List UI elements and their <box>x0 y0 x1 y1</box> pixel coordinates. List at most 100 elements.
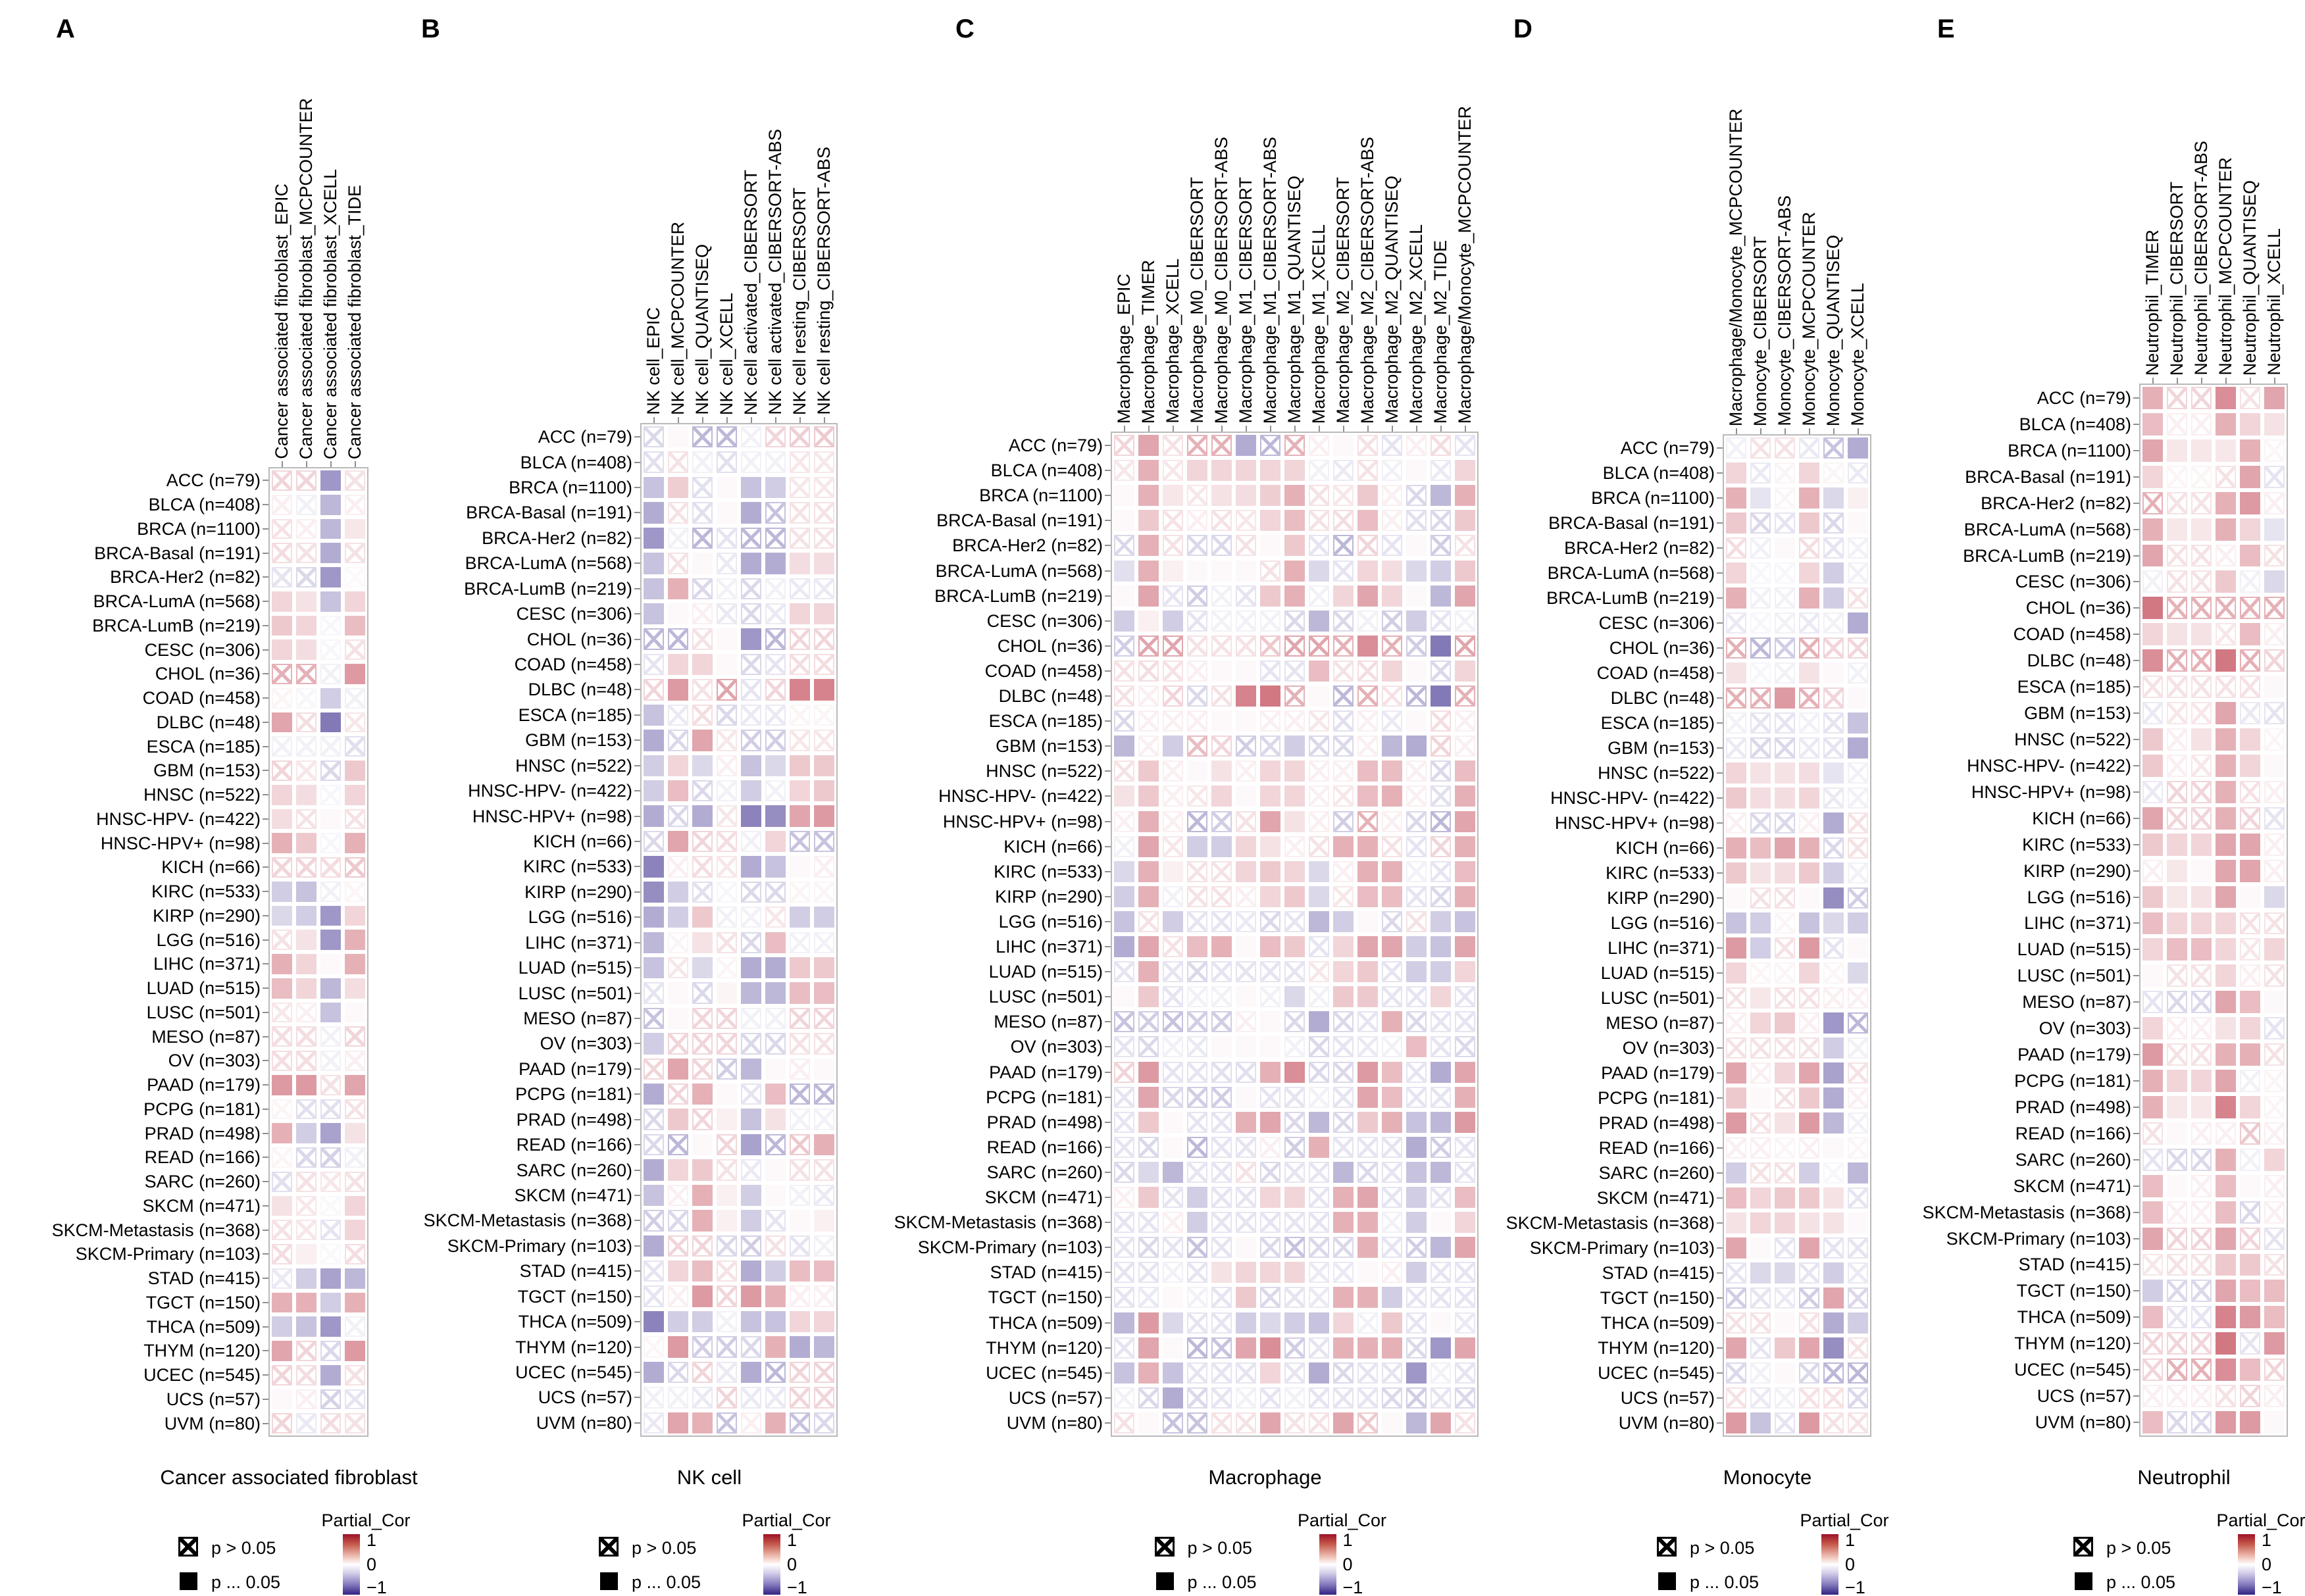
row-label: PRAD (n=498) <box>2015 1097 2131 1117</box>
heatmap-cell <box>1726 1062 1746 1084</box>
heatmap-cell <box>2191 702 2212 725</box>
heatmap-cell <box>2264 1227 2285 1250</box>
heatmap-cell <box>741 1336 761 1358</box>
heatmap-cell <box>1750 762 1771 784</box>
heatmap-cell <box>272 905 292 926</box>
heatmap-cell <box>692 1159 713 1181</box>
row-tick <box>634 1194 640 1196</box>
heatmap-cell <box>2240 649 2260 672</box>
heatmap-cell <box>1163 1036 1183 1058</box>
row-label: HNSC-HPV- (n=422) <box>96 809 261 829</box>
row-label: ESCA (n=185) <box>1600 713 1715 733</box>
heatmap-cell <box>2264 833 2285 856</box>
heatmap-cell <box>2240 1385 2260 1408</box>
row-tick <box>263 1374 268 1376</box>
row-tick <box>2133 1316 2139 1318</box>
heatmap-cell <box>717 1310 737 1333</box>
heatmap-cell <box>2191 491 2212 514</box>
heatmap-cell <box>790 1184 810 1207</box>
heatmap-cell <box>1236 686 1256 707</box>
heatmap-cell <box>2142 1043 2163 1066</box>
row-label: PAAD (n=179) <box>2017 1045 2131 1065</box>
heatmap-cell <box>1309 686 1329 707</box>
p-gt-005-label: p > 0.05 <box>211 1538 276 1558</box>
heatmap-cell <box>1187 510 1207 532</box>
heatmap-cell <box>296 954 317 974</box>
row-tick <box>2133 1343 2139 1345</box>
heatmap-cell <box>1138 635 1159 657</box>
heatmap-cell <box>2240 1227 2260 1250</box>
heatmap-cell <box>345 1316 365 1337</box>
heatmap-cell <box>1382 1036 1402 1058</box>
heatmap-cell <box>1823 487 1844 509</box>
heatmap-cell <box>1357 1136 1378 1158</box>
heatmap-cell <box>1211 736 1232 757</box>
heatmap-cell <box>668 1109 688 1130</box>
heatmap-cell <box>2264 570 2285 593</box>
heatmap-cell <box>1848 1212 1868 1234</box>
heatmap-cell <box>1823 937 1844 959</box>
heatmap-cell <box>345 664 365 684</box>
row-tick <box>1105 1071 1111 1073</box>
heatmap-cell <box>1236 1136 1256 1158</box>
heatmap-cell <box>644 1310 664 1333</box>
heatmap-cell <box>1114 1312 1134 1334</box>
heatmap-cell <box>1382 761 1402 782</box>
heatmap-cell <box>717 628 737 650</box>
heatmap-cell <box>1163 1187 1183 1209</box>
row-tick <box>2133 581 2139 583</box>
heatmap-cell <box>296 1026 317 1047</box>
heatmap-cell <box>1848 1312 1868 1334</box>
heatmap-cell <box>1382 711 1402 732</box>
row-tick <box>1717 822 1723 824</box>
heatmap-cell <box>1211 510 1232 532</box>
heatmap-cell <box>2240 728 2260 751</box>
heatmap-cell <box>1138 961 1159 983</box>
row-tick <box>263 1084 268 1086</box>
column-header-box: Macrophage/Monocyte_MCPCOUNTER <box>1724 0 1748 426</box>
column-tick <box>1808 428 1810 434</box>
heatmap-cell <box>814 502 834 524</box>
heatmap-cell <box>814 1159 834 1181</box>
colorbar-tick-label: 1 <box>1845 1530 1856 1550</box>
heatmap-cell <box>790 856 810 878</box>
heatmap-cell <box>1260 1036 1280 1058</box>
heatmap-cell <box>1848 937 1868 959</box>
heatmap-cell <box>2142 938 2163 961</box>
heatmap-cell <box>1750 862 1771 884</box>
column-header: Macrophage_M2_QUANTISEQ <box>1382 176 1402 424</box>
row-label: HNSC-HPV+ (n=98) <box>1554 813 1715 833</box>
column-tick <box>2249 378 2251 384</box>
heatmap-cell <box>1431 986 1451 1008</box>
heatmap-cell <box>2264 1253 2285 1276</box>
heatmap-cell <box>1848 1287 1868 1309</box>
heatmap-cell <box>320 1244 341 1264</box>
heatmap-cell <box>717 603 737 625</box>
row-label: MESO (n=87) <box>1606 1013 1715 1033</box>
row-tick <box>1717 1272 1723 1274</box>
heatmap-cell <box>1455 885 1475 907</box>
heatmap-cell <box>668 1336 688 1358</box>
heatmap-cell <box>1750 812 1771 834</box>
heatmap-cell <box>765 1336 786 1358</box>
heatmap-cell <box>1138 1187 1159 1209</box>
heatmap-cell <box>1211 786 1232 807</box>
heatmap-cell <box>2142 885 2163 909</box>
heatmap-cell <box>1236 1036 1256 1058</box>
row-tick <box>263 987 268 989</box>
heatmap-cell <box>1775 1287 1795 1309</box>
heatmap-cell <box>717 1134 737 1156</box>
column-header: Macrophage_TIMER <box>1138 259 1159 424</box>
heatmap-cell <box>668 1084 688 1105</box>
heatmap-cell <box>644 1210 664 1232</box>
heatmap-cell <box>296 712 317 733</box>
heatmap-cell <box>1236 910 1256 932</box>
row-tick <box>1105 895 1111 897</box>
heatmap-cell <box>320 591 341 612</box>
row-label: LGG (n=516) <box>156 930 261 950</box>
heatmap-cell <box>345 615 365 636</box>
heatmap-cell <box>644 1361 664 1384</box>
row-label: BLCA (n=408) <box>2019 414 2131 434</box>
heatmap-cell <box>1431 1036 1451 1058</box>
heatmap-cell <box>2264 1201 2285 1224</box>
